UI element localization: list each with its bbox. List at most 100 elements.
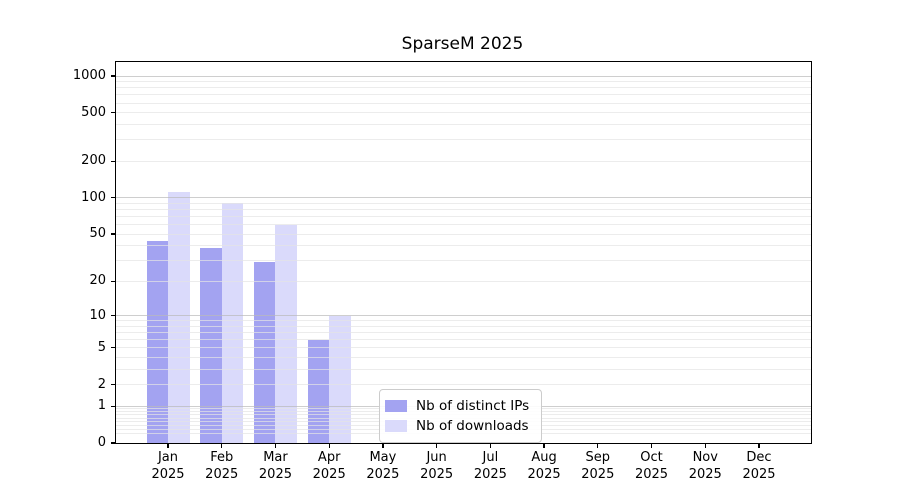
x-tick-label: Jul 2025 bbox=[458, 450, 522, 483]
y-tick-label: 2 bbox=[97, 376, 106, 392]
minor-gridline bbox=[116, 280, 811, 282]
bar-downloads bbox=[275, 224, 297, 443]
minor-gridline bbox=[116, 233, 811, 235]
x-tick-label: Aug 2025 bbox=[512, 450, 576, 483]
y-tick-label: 100 bbox=[81, 189, 106, 205]
legend-label: Nb of downloads bbox=[416, 418, 529, 434]
minor-gridline bbox=[116, 325, 811, 327]
legend: Nb of distinct IPs Nb of downloads bbox=[379, 389, 542, 443]
x-tick-mark bbox=[382, 443, 384, 448]
x-tick-label: Mar 2025 bbox=[243, 450, 307, 483]
x-tick-mark bbox=[543, 443, 545, 448]
minor-gridline bbox=[116, 87, 811, 89]
y-tick-label: 10 bbox=[89, 307, 106, 323]
x-tick-mark bbox=[650, 443, 653, 448]
y-tick-label: 200 bbox=[81, 153, 106, 169]
x-tick-mark bbox=[221, 443, 223, 448]
y-tick-mark bbox=[111, 280, 115, 282]
minor-gridline bbox=[116, 202, 811, 204]
x-tick-label: Nov 2025 bbox=[673, 450, 737, 483]
x-tick-label: Dec 2025 bbox=[727, 450, 791, 483]
y-tick-label: 50 bbox=[89, 226, 106, 242]
minor-gridline bbox=[116, 320, 811, 322]
x-tick-label: Jun 2025 bbox=[405, 450, 469, 483]
x-tick-month: Jan bbox=[157, 450, 179, 465]
y-tick-mark bbox=[111, 347, 115, 349]
y-tick-label: 500 bbox=[81, 104, 106, 120]
major-gridline bbox=[116, 197, 811, 199]
x-tick-month: Sep bbox=[585, 450, 611, 465]
x-tick-year: 2025 bbox=[312, 466, 346, 482]
legend-swatch-downloads bbox=[385, 420, 407, 432]
bar-downloads bbox=[221, 203, 244, 443]
x-tick-label: Jan 2025 bbox=[136, 450, 200, 483]
x-tick-mark bbox=[704, 443, 706, 448]
y-tick-label: 5 bbox=[97, 339, 106, 355]
x-tick-year: 2025 bbox=[688, 466, 722, 482]
x-tick-year: 2025 bbox=[581, 466, 615, 482]
x-tick-year: 2025 bbox=[366, 466, 400, 482]
y-tick-mark bbox=[111, 160, 115, 162]
minor-gridline bbox=[116, 139, 811, 141]
x-tick-month: Dec bbox=[746, 450, 772, 465]
x-tick-label: Oct 2025 bbox=[620, 450, 684, 483]
minor-gridline bbox=[116, 332, 811, 334]
x-tick-label: Apr 2025 bbox=[297, 450, 361, 483]
y-tick-label: 20 bbox=[89, 273, 106, 289]
x-tick-year: 2025 bbox=[634, 466, 669, 482]
bar-distinct-ips bbox=[200, 248, 222, 443]
y-tick-label: 1 bbox=[97, 398, 106, 414]
bar-distinct-ips bbox=[146, 240, 168, 443]
x-tick-month: Mar bbox=[263, 450, 288, 465]
x-tick-mark bbox=[328, 443, 330, 448]
y-tick-label: 0 bbox=[97, 435, 106, 450]
y-tick-mark bbox=[111, 442, 115, 444]
minor-gridline bbox=[116, 94, 811, 96]
minor-gridline bbox=[116, 339, 811, 341]
legend-label: Nb of distinct IPs bbox=[416, 398, 530, 414]
major-gridline bbox=[116, 75, 811, 77]
x-tick-month: Oct bbox=[640, 450, 663, 465]
x-tick-year: 2025 bbox=[151, 466, 185, 482]
y-tick-mark bbox=[111, 405, 115, 407]
x-tick-mark bbox=[597, 443, 599, 448]
plot-area: Nb of distinct IPs Nb of downloads 0 1 2 5 1… bbox=[73, 61, 812, 482]
x-tick-mark bbox=[435, 443, 438, 448]
minor-gridline bbox=[116, 102, 811, 104]
x-tick-month: Apr bbox=[317, 450, 341, 465]
x-tick-month: Jul bbox=[482, 450, 499, 465]
x-tick-mark bbox=[274, 443, 277, 448]
bar-distinct-ips bbox=[253, 262, 276, 443]
legend-item: Nb of distinct IPs bbox=[385, 396, 532, 416]
x-tick-month: Feb bbox=[210, 450, 234, 465]
x-tick-mark bbox=[167, 443, 169, 448]
y-tick-mark bbox=[111, 112, 115, 114]
legend-swatch-distinct-ips bbox=[385, 400, 407, 412]
x-tick-label: Feb 2025 bbox=[190, 450, 254, 483]
x-tick-year: 2025 bbox=[205, 466, 239, 482]
y-tick-mark bbox=[111, 314, 115, 317]
minor-gridline bbox=[116, 124, 811, 126]
minor-gridline bbox=[116, 245, 811, 247]
minor-gridline bbox=[116, 347, 811, 349]
major-gridline bbox=[116, 315, 811, 317]
y-tick-mark bbox=[111, 383, 115, 386]
y-tick-mark bbox=[111, 75, 115, 77]
x-tick-month: Nov bbox=[692, 450, 718, 465]
y-tick-mark bbox=[111, 233, 115, 235]
x-tick-label: May 2025 bbox=[351, 450, 415, 483]
x-tick-year: 2025 bbox=[527, 466, 561, 482]
bar-distinct-ips bbox=[307, 339, 330, 443]
y-tick-mark bbox=[111, 197, 115, 199]
x-tick-year: 2025 bbox=[258, 466, 292, 482]
legend-item: Nb of downloads bbox=[385, 416, 532, 436]
x-tick-mark bbox=[489, 443, 491, 448]
y-tick-label: 1000 bbox=[72, 68, 106, 83]
x-tick-year: 2025 bbox=[742, 466, 776, 482]
x-tick-mark bbox=[758, 443, 760, 448]
minor-gridline bbox=[116, 160, 811, 162]
minor-gridline bbox=[116, 216, 811, 218]
minor-gridline bbox=[116, 224, 811, 226]
bar-downloads bbox=[168, 191, 190, 443]
